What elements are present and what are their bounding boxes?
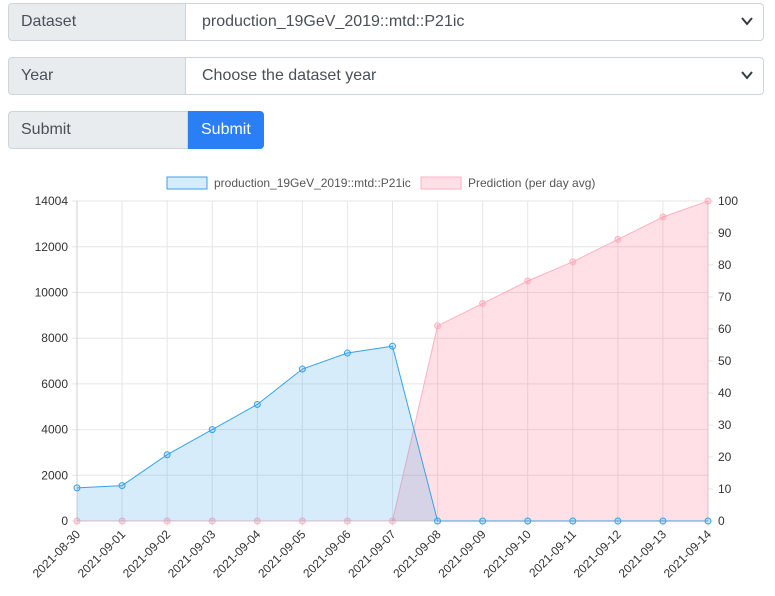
data-point	[389, 342, 396, 350]
y-left-tick-label: 8000	[41, 331, 68, 345]
data-point	[434, 322, 442, 330]
data-point	[208, 426, 216, 434]
series-prediction-area	[77, 201, 708, 521]
y-left-tick-label: 14004	[35, 194, 69, 208]
data-point	[569, 517, 577, 525]
y-left-tick-label: 10000	[35, 285, 69, 299]
x-tick-label: 2021-09-01	[75, 527, 129, 581]
legend-label-dataset: production_19GeV_2019::mtd::P21ic	[214, 176, 411, 190]
legend: production_19GeV_2019::mtd::P21ic Predict…	[166, 176, 595, 190]
x-tick-label: 2021-09-07	[345, 527, 399, 581]
y-right-tick-label: 80	[718, 258, 732, 272]
year-row: Year Choose the dataset year	[8, 57, 764, 95]
data-point	[659, 213, 667, 221]
y-left-tick-label: 2000	[41, 468, 68, 482]
x-tick-label: 2021-09-02	[120, 527, 174, 581]
y-right-tick-label: 40	[718, 386, 732, 400]
data-point	[253, 517, 261, 525]
data-point	[343, 349, 351, 357]
data-point	[73, 484, 81, 492]
dataset-select[interactable]: production_19GeV_2019::mtd::P21ic	[186, 3, 764, 41]
x-tick-label: 2021-09-13	[616, 527, 670, 581]
data-point	[434, 517, 442, 525]
y-right-tick-label: 60	[718, 322, 732, 336]
y-right-tick-label: 70	[718, 290, 732, 304]
series-prediction	[73, 197, 712, 525]
data-point	[389, 517, 396, 525]
year-select-value: Choose the dataset year	[202, 67, 377, 84]
x-tick-label: 2021-08-30	[30, 527, 84, 581]
legend-swatch-dataset	[166, 176, 208, 190]
series-dataset-area	[77, 346, 708, 521]
data-point	[298, 365, 306, 373]
y-right-tick-label: 30	[718, 418, 732, 432]
dataset-chart: 0 2000 4000 6000 8000 10000 12000 14004 0 10 20 30 4…	[30, 176, 739, 581]
data-point	[73, 517, 81, 525]
x-tick-label: 2021-09-09	[435, 527, 489, 581]
dataset-label: Dataset	[8, 3, 186, 41]
x-tick-label: 2021-09-12	[571, 527, 625, 581]
dataset-row: Dataset production_19GeV_2019::mtd::P21i…	[8, 3, 764, 41]
x-tick-label: 2021-09-06	[300, 527, 354, 581]
y-right-tick-label: 10	[718, 482, 732, 496]
data-point	[614, 235, 622, 243]
data-point	[479, 517, 487, 525]
data-point	[524, 517, 532, 525]
data-point	[208, 517, 216, 525]
x-tick-label: 2021-09-04	[210, 527, 264, 581]
data-point	[343, 517, 351, 525]
x-tick-label: 2021-09-03	[165, 527, 219, 581]
series-dataset-line	[76, 345, 708, 522]
series-prediction-line	[77, 200, 709, 522]
data-point	[163, 451, 171, 459]
data-point	[704, 197, 712, 205]
year-select[interactable]: Choose the dataset year	[186, 57, 764, 95]
submit-row: Submit Submit	[8, 111, 264, 149]
x-tick-label: 2021-09-05	[255, 527, 309, 581]
chevron-down-icon	[741, 58, 753, 80]
data-point	[298, 517, 306, 525]
data-point	[118, 517, 126, 525]
data-point	[659, 517, 667, 525]
y-right-tick-label: 20	[718, 450, 732, 464]
data-point	[704, 517, 712, 525]
submit-label: Submit	[8, 111, 188, 149]
y-left-tick-label: 4000	[41, 423, 68, 437]
x-tick-label: 2021-09-08	[390, 527, 444, 581]
legend-label-prediction: Prediction (per day avg)	[468, 176, 595, 190]
y-left-tick-label: 6000	[41, 377, 68, 391]
data-point	[479, 299, 487, 307]
chevron-down-icon	[741, 4, 753, 26]
data-point	[614, 517, 622, 525]
y-right-tick-label: 50	[718, 354, 732, 368]
data-point	[524, 277, 532, 285]
x-tick-label: 2021-09-10	[481, 527, 535, 581]
submit-button[interactable]: Submit	[188, 111, 264, 149]
data-point	[253, 400, 261, 408]
x-tick-label: 2021-09-14	[661, 527, 715, 581]
y-right-tick-label: 90	[718, 226, 732, 240]
data-point	[569, 258, 577, 266]
year-label: Year	[8, 57, 186, 95]
dataset-select-value: production_19GeV_2019::mtd::P21ic	[202, 13, 465, 30]
data-point	[163, 517, 171, 525]
data-point	[118, 482, 126, 490]
y-right-tick-label: 100	[718, 194, 738, 208]
series-dataset	[73, 342, 712, 525]
legend-swatch-prediction	[420, 176, 462, 190]
y-right-tick-label: 0	[718, 514, 725, 528]
y-left-tick-label: 12000	[35, 240, 69, 254]
y-left-tick-label: 0	[61, 514, 68, 528]
